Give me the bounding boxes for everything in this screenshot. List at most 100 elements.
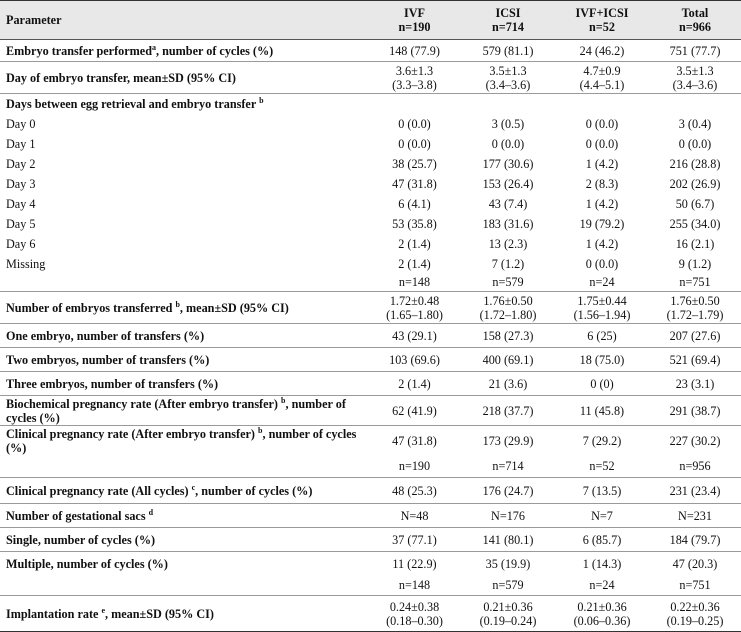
cell-total: 231 (23.4) [649,477,741,504]
row-three-embryos: Three embryos, number of transfers (%) 2… [0,371,741,396]
cell-total: 23 (3.1) [649,371,741,396]
cell-total: 0 (0.0) [678,136,712,151]
row-label: Biochemical pregnancy rate (After embryo… [0,395,368,426]
cell-ivf: 0.24±0.38 (0.18–0.30) [368,595,461,632]
cell-ivf-icsi: 1 (4.2) [585,196,619,211]
cell-icsi: 43 (7.4) [488,196,528,211]
cell-total: 0.22±0.36 (0.19–0.25) [649,595,741,632]
cell-icsi: N=176 [461,503,555,528]
cell-icsi: 7 (1.2) [491,256,525,271]
cell-total: 1.76±0.50 (1.72–1.79) [649,291,741,324]
row-label: Number of gestational sacs d [0,503,368,528]
cell-ivf: 2 (1.4) [398,236,431,251]
row-label [0,575,368,596]
cell-icsi: 3.5±1.3 (3.4–3.6) [461,61,555,94]
cell-total: N=231 [649,503,741,528]
cell-ivf: 3.6±1.3 (3.3–3.8) [368,61,461,94]
cell-ivf-icsi: 19 (79.2) [579,216,625,231]
row-label: One embryo, number of transfers (%) [0,323,368,348]
cell-total: 751 (77.7) [649,39,741,62]
cell-total: 291 (38.7) [649,395,741,426]
cell-ivf: n=190 [368,455,461,478]
row-label: Number of embryos transferred b, mean±SD… [0,291,368,324]
cell-ivf: 103 (69.6) [368,347,461,372]
cell-total: 9 (1.2) [678,256,712,271]
cell-ivf-icsi: 1 (14.3) [582,556,622,571]
row-label: Day of embryo transfer, mean±SD (95% CI) [0,61,368,94]
row-day-3: Day 3 47 (31.8) 153 (26.4) 2 (8.3) 202 (… [0,174,741,194]
cell-total: 255 (34.0) [669,216,721,231]
cell-ivf-icsi: n=52 [555,455,649,478]
cell-ivf-icsi: 0.21±0.36 (0.06–0.36) [555,595,649,632]
cell-ivf: 11 (22.9) [392,556,437,571]
row-label [0,455,368,478]
cell-ivf-icsi: 7 (13.5) [555,477,649,504]
cell-icsi: 35 (19.9) [485,556,531,571]
row-multiple: Multiple, number of cycles (%) 11 (22.9)… [0,552,741,576]
cell-ivf: 47 (31.8) [392,433,437,448]
row-biochemical-pregnancy: Biochemical pregnancy rate (After embryo… [0,395,741,426]
cell-ivf: n=148 [368,575,461,596]
row-n-all-cycles: n=190 n=714 n=52 n=956 [0,455,741,478]
cell-ivf: 148 (77.9) [368,39,461,62]
cell-ivf: 47 (31.8) [392,176,437,191]
cell-total: 184 (79.7) [649,527,741,552]
cell-icsi: 183 (31.6) [482,216,534,231]
cell-icsi: 1.76±0.50 (1.72–1.80) [461,291,555,324]
cell-total: 216 (28.8) [669,156,721,171]
cell-total: 50 (6.7) [675,196,715,211]
cell-icsi: 21 (3.6) [461,371,555,396]
row-day-of-transfer: Day of embryo transfer, mean±SD (95% CI)… [0,61,741,94]
cell-total: 521 (69.4) [649,347,741,372]
cell-icsi: 3 (0.5) [491,116,525,131]
cell-ivf: 0 (0.0) [398,116,431,131]
cell-total: 3.5±1.3 (3.4–3.6) [649,61,741,94]
cell-ivf-icsi: 7 (29.2) [582,433,622,448]
row-label: Missing [6,256,46,271]
cell-icsi: 218 (37.7) [461,395,555,426]
cell-total: 207 (27.6) [649,323,741,348]
cell-ivf-icsi: 0 (0.0) [585,256,619,271]
row-label: Day 2 [6,156,36,171]
parameter-header: Parameter [0,0,368,40]
cell-ivf: 38 (25.7) [392,156,437,171]
cell-icsi: 0 (0.0) [491,136,525,151]
row-label: Clinical pregnancy rate (All cycles) c, … [0,477,368,504]
cell-ivf: N=48 [368,503,461,528]
ivf-icsi-header: IVF+ICSI n=52 [555,0,649,40]
row-num-embryos: Number of embryos transferred b, mean±SD… [0,291,741,324]
cell-ivf-icsi: N=7 [555,503,649,528]
row-implantation-rate: Implantation rate e, mean±SD (95% CI) 0.… [0,595,741,632]
row-gestational-sacs: Number of gestational sacs d N=48 N=176 … [0,503,741,528]
cell-ivf: 2 (1.4) [368,371,461,396]
row-label: Day 6 [6,236,36,251]
cell-icsi: 153 (26.4) [482,176,534,191]
row-day-1: Day 1 0 (0.0) 0 (0.0) 0 (0.0) 0 (0.0) [0,134,741,154]
cell-total: 227 (30.2) [669,433,721,448]
row-label: Day 3 [6,176,36,191]
row-day-5: Day 5 53 (35.8) 183 (31.6) 19 (79.2) 255… [0,214,741,234]
row-label: Three embryos, number of transfers (%) [0,371,368,396]
cell-ivf: 62 (41.9) [368,395,461,426]
cell-ivf-icsi: 6 (85.7) [555,527,649,552]
cell-ivf-icsi: 1 (4.2) [585,236,619,251]
row-day-6: Day 6 2 (1.4) 13 (2.3) 1 (4.2) 16 (2.1) [0,234,741,254]
cell-ivf: 48 (25.3) [368,477,461,504]
cell-ivf-icsi: 4.7±0.9 (4.4–5.1) [555,61,649,94]
cell-icsi: 400 (69.1) [461,347,555,372]
row-n-implantation: n=148 n=579 n=24 n=751 [0,575,741,596]
cell-ivf: 43 (29.1) [368,323,461,348]
cell-ivf: 37 (77.1) [368,527,461,552]
cell-ivf-icsi: 6 (25) [555,323,649,348]
row-label: Day 4 [6,196,36,211]
row-label: Two embryos, number of transfers (%) [0,347,368,372]
row-label: Single, number of cycles (%) [0,527,368,552]
cell-icsi: 158 (27.3) [461,323,555,348]
cell-ivf-icsi: 1.75±0.44 (1.56–1.94) [555,291,649,324]
row-label: Implantation rate e, mean±SD (95% CI) [0,595,368,632]
row-label: Multiple, number of cycles (%) [6,556,168,571]
cell-ivf-icsi: n=24 [555,273,649,292]
row-label [0,273,368,292]
cell-ivf-icsi: n=24 [555,575,649,596]
cell-total: n=751 [649,575,741,596]
